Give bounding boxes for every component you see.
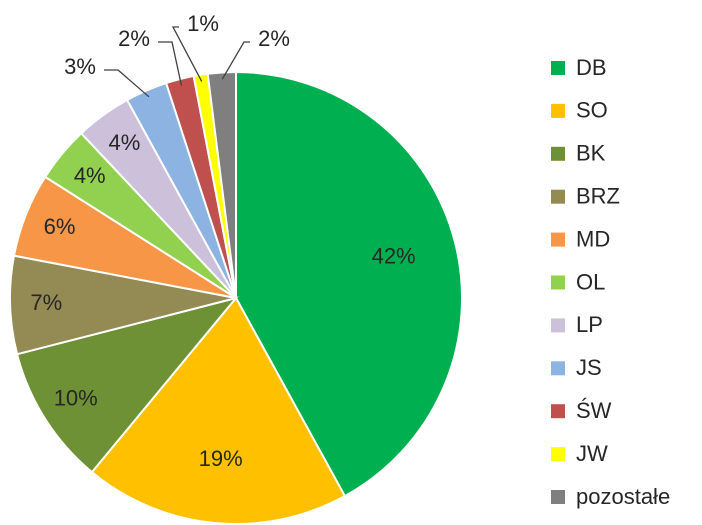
legend-swatch	[551, 275, 565, 290]
data-label: 2%	[258, 26, 290, 51]
data-label: 19%	[199, 446, 243, 471]
legend-swatch	[551, 361, 565, 376]
legend-label: JS	[576, 355, 602, 380]
leader-line	[171, 26, 203, 82]
leader-line	[221, 41, 250, 80]
legend-swatch	[551, 404, 565, 419]
legend-label: BK	[576, 141, 606, 166]
data-label: 7%	[30, 290, 62, 315]
legend-swatch	[551, 146, 565, 161]
legend-swatch	[551, 189, 565, 204]
legend-label: LP	[576, 312, 603, 337]
data-label: 4%	[109, 130, 141, 155]
legend-swatch	[551, 318, 565, 333]
data-label: 6%	[44, 214, 76, 239]
pie-slice	[235, 70, 463, 498]
pie-slice	[15, 296, 239, 474]
legend-label: DB	[576, 55, 607, 80]
data-label: 3%	[64, 54, 96, 79]
data-label: 42%	[372, 243, 416, 268]
legend-swatch	[551, 61, 565, 75]
data-label: 10%	[54, 386, 98, 411]
data-label: 4%	[74, 163, 106, 188]
legend-swatch	[551, 232, 565, 247]
leader-line	[104, 69, 150, 98]
legend-swatch	[551, 490, 565, 504]
data-label: 1%	[187, 11, 219, 36]
legend-swatch	[551, 103, 565, 118]
legend-label: BRZ	[576, 184, 620, 209]
pie-slice	[206, 70, 237, 299]
data-label: 2%	[118, 26, 150, 51]
legend-label: pozostałe	[576, 484, 670, 509]
legend-label: ŚW	[576, 398, 612, 423]
pie-slice	[90, 296, 347, 525]
legend-swatch	[551, 447, 565, 462]
legend-label: JW	[576, 441, 608, 466]
leader-line	[158, 41, 183, 86]
legend-label: SO	[576, 98, 608, 123]
legend-label: OL	[576, 269, 605, 294]
legend-label: MD	[576, 226, 610, 251]
